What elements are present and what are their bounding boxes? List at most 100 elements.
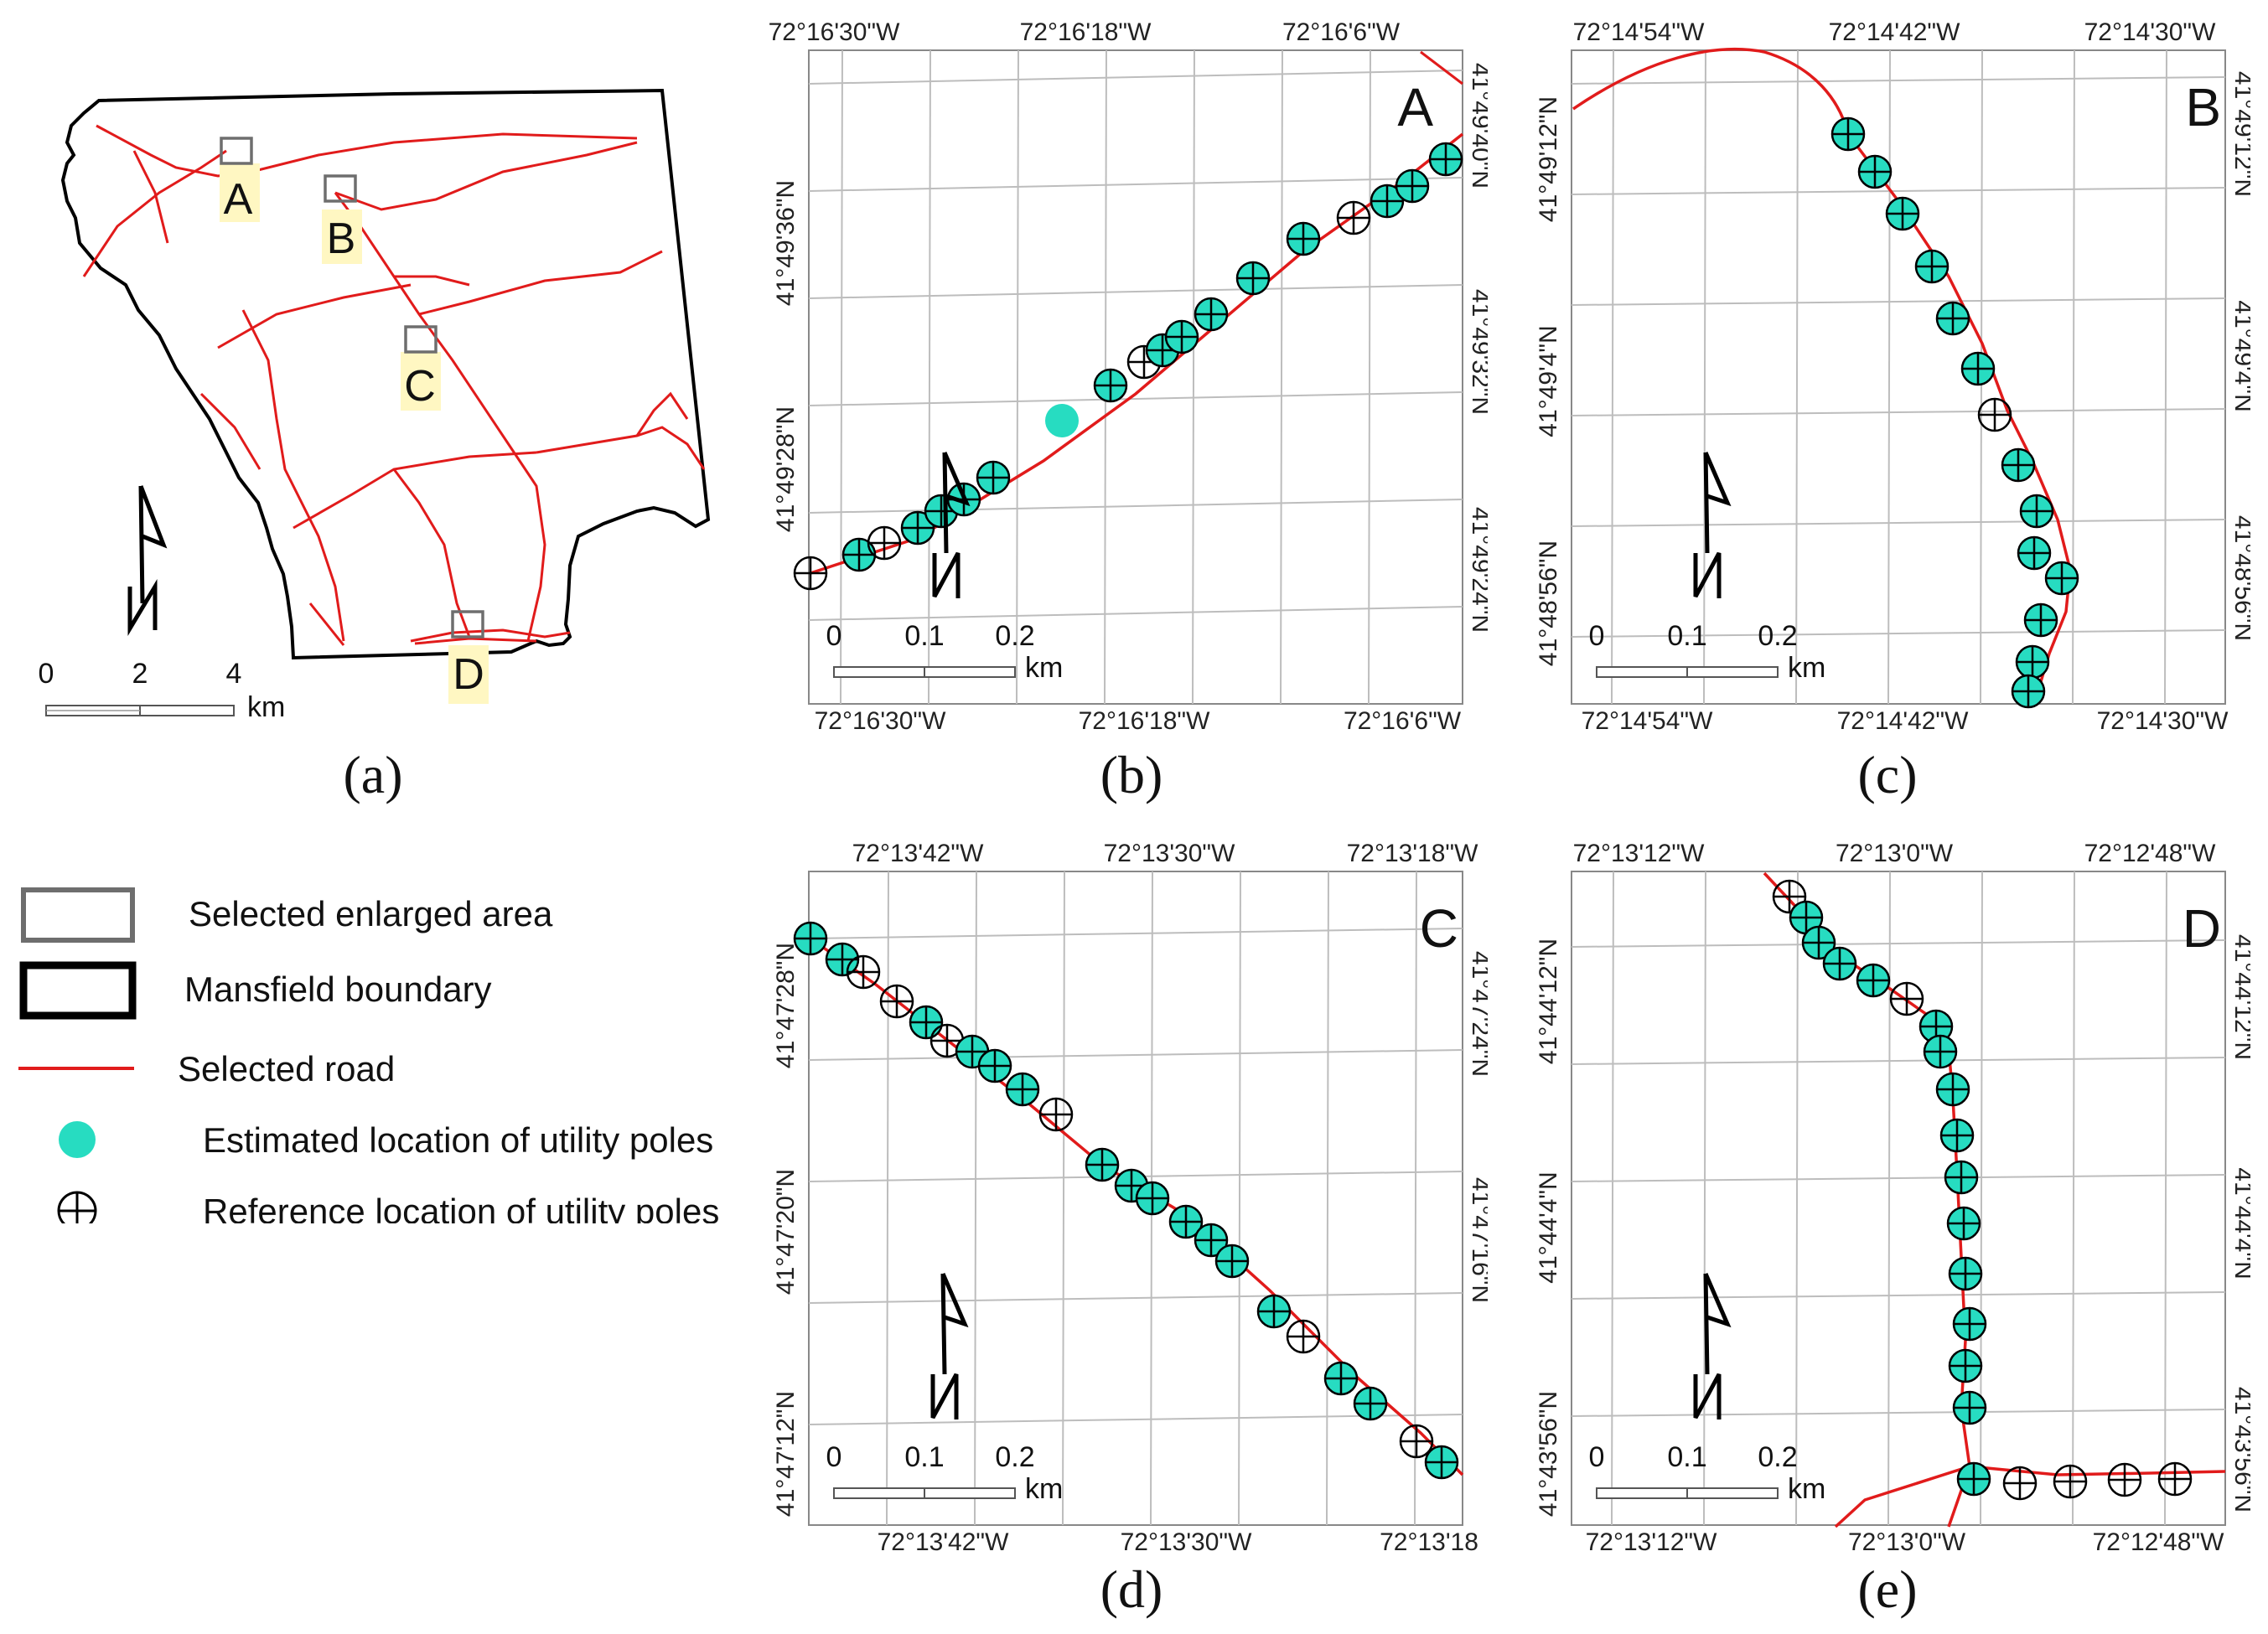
reference-pole: [1214, 1244, 1250, 1279]
reference-pole: [1830, 116, 1866, 152]
reference-pole: [1194, 297, 1229, 332]
selected-area-d: [451, 610, 484, 639]
svg-text:72°13'12"W: 72°13'12"W: [1573, 840, 1705, 867]
right-tick: 41°49'40"N: [1467, 63, 1488, 189]
area-label-d: D: [453, 650, 484, 699]
top-tick: 72°16'30"W: [769, 18, 900, 46]
reference-pole: [2017, 535, 2052, 571]
svg-text:72°12'48"W: 72°12'48"W: [2093, 1528, 2224, 1556]
detail-map-area-d: 72°13'12"W 72°13'0"W 72°12'48"W 72°13'12…: [1513, 821, 2250, 1559]
svg-text:72°13'0"W: 72°13'0"W: [1848, 1528, 1966, 1556]
left-tick: 41°49'28"N: [772, 406, 800, 532]
svg-text:41°47'24"N: 41°47'24"N: [1467, 951, 1488, 1077]
reference-pole: [1428, 142, 1463, 177]
reference-pole: [2044, 561, 2079, 596]
svg-text:72°13'0"W: 72°13'0"W: [1836, 840, 1954, 867]
bottom-tick: 72°16'18"W: [1079, 707, 1210, 735]
area-letter: A: [1397, 77, 1433, 137]
caption-c: (c): [1857, 745, 1918, 804]
overview-map: A B C D 0 2 4 km: [39, 88, 711, 723]
selected-area-c: [404, 325, 438, 354]
reference-pole: [1977, 397, 2012, 432]
reference-pole: [1857, 154, 1893, 189]
scale-bar: 0 0.1 0.2 km: [1589, 1441, 1826, 1505]
reference-pole: [1353, 1386, 1388, 1421]
svg-text:0.1: 0.1: [1667, 1441, 1706, 1473]
svg-text:41°47'20"N: 41°47'20"N: [772, 1169, 800, 1295]
svg-text:0.2: 0.2: [1758, 620, 1797, 652]
scale-bar: 0 0.1 0.2 km: [826, 620, 1064, 684]
svg-text:72°14'30"W: 72°14'30"W: [2097, 707, 2229, 735]
svg-text:72°13'30"W: 72°13'30"W: [1121, 1528, 1252, 1556]
svg-text:0: 0: [1589, 620, 1605, 652]
area-label-b: B: [327, 215, 356, 263]
svg-text:41°43'56"N: 41°43'56"N: [1535, 1391, 1562, 1517]
reference-pole: [2015, 644, 2050, 680]
svg-text:41°47'16"N: 41°47'16"N: [1467, 1177, 1488, 1303]
svg-text:72°14'54"W: 72°14'54"W: [1582, 707, 1713, 735]
reference-pole: [2019, 494, 2054, 529]
reference-pole: [1948, 1348, 1983, 1383]
reference-pole: [1801, 925, 1836, 960]
svg-text:km: km: [1025, 652, 1063, 684]
reference-pole: [900, 510, 935, 546]
north-arrow: [932, 452, 971, 598]
reference-pole: [2023, 602, 2058, 638]
utility-poles-c: [793, 921, 1459, 1480]
svg-text:41°47'12"N: 41°47'12"N: [772, 1391, 800, 1517]
north-arrow: [1693, 1273, 1732, 1419]
svg-text:72°13'18: 72°13'18: [1380, 1528, 1478, 1556]
legend-swatch-reference: [57, 1191, 97, 1223]
graticule: [808, 49, 1463, 705]
svg-text:0.2: 0.2: [995, 1441, 1034, 1473]
detail-map-area-c: 72°13'42"W 72°13'30"W 72°13'18"W 72°13'4…: [750, 821, 1488, 1559]
reference-pole: [1323, 1361, 1359, 1396]
utility-poles-d: [1772, 879, 2193, 1501]
reference-pole: [2011, 674, 2046, 709]
svg-text:0.1: 0.1: [1667, 620, 1706, 652]
detail-map-area-a: 72°16'30"W 72°16'18"W 72°16'6"W 72°16'30…: [750, 0, 1488, 737]
svg-text:72°13'42"W: 72°13'42"W: [852, 840, 984, 867]
svg-text:0: 0: [1589, 1441, 1605, 1473]
right-tick: 41°49'24"N: [1467, 507, 1488, 633]
svg-text:41°44'4"N: 41°44'4"N: [2229, 1167, 2250, 1279]
reference-pole: [846, 954, 881, 990]
reference-pole: [1935, 301, 1970, 336]
reference-pole: [977, 1048, 1012, 1083]
reference-pole: [909, 1005, 944, 1040]
scale-tick-1: 2: [132, 658, 148, 690]
svg-text:72°13'30"W: 72°13'30"W: [1104, 840, 1235, 867]
reference-pole: [1960, 351, 1996, 386]
reference-pole: [1135, 1181, 1170, 1216]
reference-pole: [1085, 1147, 1120, 1182]
area-labels: A B C D: [220, 163, 489, 704]
svg-text:72°13'12"W: 72°13'12"W: [1586, 1528, 1717, 1556]
north-arrow: [1693, 452, 1732, 598]
legend-label: Reference location of utility poles: [203, 1192, 719, 1223]
legend-label: Selected enlarged area: [189, 894, 553, 933]
mansfield-boundary: [60, 88, 711, 660]
reference-pole: [2053, 1464, 2088, 1499]
reference-pole: [793, 921, 828, 956]
estimated-pole: [1045, 404, 1079, 437]
svg-text:72°14'54"W: 72°14'54"W: [1573, 18, 1705, 46]
reference-pole: [1956, 1461, 1991, 1497]
svg-text:41°49'4"N: 41°49'4"N: [2229, 300, 2250, 411]
reference-pole: [1005, 1072, 1040, 1107]
area-letter: C: [1420, 898, 1458, 959]
utility-poles-a: [793, 142, 1463, 591]
bottom-tick: 72°16'6"W: [1344, 707, 1462, 735]
caption-e: (e): [1857, 1559, 1918, 1619]
graticule: [808, 871, 1463, 1526]
reference-pole: [879, 984, 914, 1019]
reference-pole: [2002, 1466, 2038, 1501]
reference-pole: [1914, 249, 1950, 284]
reference-pole: [976, 460, 1011, 495]
scale-bar: 0 2 4 km: [39, 658, 286, 723]
svg-text:72°13'42"W: 72°13'42"W: [878, 1528, 1009, 1556]
caption-a: (a): [343, 745, 403, 804]
legend-swatch-boundary: [19, 961, 137, 1020]
area-letter: D: [2183, 898, 2221, 959]
reference-pole: [1256, 1294, 1292, 1329]
road-b: [1572, 47, 2072, 706]
